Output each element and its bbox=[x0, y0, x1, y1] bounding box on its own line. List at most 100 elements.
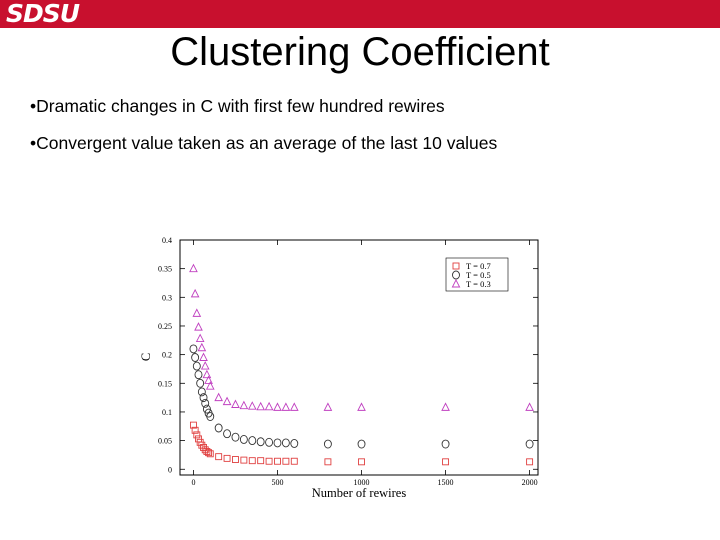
legend-marker-square bbox=[452, 262, 460, 270]
data-point-circle bbox=[201, 398, 210, 408]
data-point-triangle bbox=[199, 352, 208, 361]
data-point-circle bbox=[214, 423, 223, 433]
y-tick-label: 0.3 bbox=[162, 293, 172, 302]
x-tick-label: 500 bbox=[271, 478, 283, 487]
sdsu-logo: SDSU bbox=[6, 0, 80, 28]
y-tick-label: 0 bbox=[168, 465, 172, 474]
data-point-circle bbox=[196, 378, 205, 388]
data-point-circle bbox=[256, 437, 265, 447]
data-point-triangle bbox=[194, 322, 203, 331]
y-tick-label: 0.05 bbox=[158, 437, 172, 446]
data-point-triangle bbox=[204, 375, 213, 384]
data-point-circle bbox=[191, 353, 200, 362]
x-tick-label: 0 bbox=[191, 478, 195, 487]
data-point-triangle bbox=[195, 333, 205, 343]
data-point-square bbox=[290, 457, 298, 465]
x-tick-label: 2000 bbox=[522, 478, 538, 487]
legend-label: T = 0.3 bbox=[466, 279, 491, 289]
bullet-item: •Convergent value taken as an average of… bbox=[30, 133, 497, 154]
data-point-triangle bbox=[202, 369, 212, 379]
data-point-circle bbox=[323, 439, 332, 449]
legend-marker-circle bbox=[452, 270, 460, 280]
data-point-circle bbox=[357, 439, 366, 449]
data-point-square bbox=[215, 453, 223, 461]
data-point-circle bbox=[248, 436, 257, 446]
slide-title: Clustering Coefficient bbox=[170, 30, 550, 74]
data-point-square bbox=[240, 456, 248, 464]
plot-frame bbox=[179, 239, 539, 476]
y-tick-label: 0.25 bbox=[158, 322, 172, 331]
bullet-marker: • bbox=[30, 96, 37, 116]
y-tick-label: 0.1 bbox=[162, 408, 172, 417]
bullet-text: Convergent value taken as an average of … bbox=[36, 133, 498, 153]
data-point-triangle bbox=[357, 402, 366, 411]
data-point-square bbox=[206, 450, 214, 458]
data-point-triangle bbox=[273, 402, 282, 411]
data-marks bbox=[189, 263, 534, 466]
y-tick-label: 0.15 bbox=[158, 379, 172, 388]
data-point-circle bbox=[273, 438, 282, 448]
data-point-square bbox=[193, 431, 201, 439]
data-point-triangle bbox=[525, 402, 534, 411]
legend-label: T = 0.5 bbox=[466, 270, 491, 280]
bullet-marker: • bbox=[30, 133, 37, 153]
data-point-triangle bbox=[256, 401, 266, 411]
data-point-square bbox=[265, 457, 273, 465]
data-point-square bbox=[442, 458, 450, 466]
data-point-circle bbox=[441, 439, 450, 449]
y-tick-label: 0.2 bbox=[162, 351, 172, 360]
data-point-triangle bbox=[289, 402, 299, 411]
legend-frame bbox=[445, 257, 509, 292]
data-point-circle bbox=[265, 437, 274, 447]
bullet-text: Dramatic changes in C with first few hun… bbox=[36, 96, 445, 116]
data-point-triangle bbox=[231, 399, 240, 408]
data-point-triangle bbox=[190, 288, 200, 298]
data-point-square bbox=[189, 421, 197, 429]
x-tick-label: 1500 bbox=[438, 478, 454, 487]
header-banner: SDSU bbox=[0, 0, 720, 28]
data-point-triangle bbox=[281, 402, 291, 411]
data-point-square bbox=[526, 458, 534, 466]
x-axis-title: Number of rewires bbox=[312, 486, 407, 500]
data-point-square bbox=[223, 454, 231, 462]
x-tick-label: 1000 bbox=[354, 478, 370, 487]
legend-marker-triangle bbox=[451, 279, 461, 288]
data-point-circle bbox=[206, 412, 215, 421]
data-point-circle bbox=[525, 439, 534, 449]
data-point-square bbox=[191, 426, 199, 434]
data-point-circle bbox=[189, 344, 198, 354]
data-point-circle bbox=[239, 435, 248, 444]
data-point-triangle bbox=[200, 361, 210, 370]
data-point-triangle bbox=[323, 402, 333, 411]
data-point-triangle bbox=[222, 396, 232, 406]
legend-label: T = 0.7 bbox=[466, 261, 491, 271]
data-point-circle bbox=[192, 361, 201, 371]
data-point-square bbox=[232, 456, 239, 463]
data-point-triangle bbox=[214, 392, 223, 402]
data-point-triangle bbox=[197, 342, 207, 352]
data-point-triangle bbox=[441, 402, 450, 411]
chart-legend: T = 0.7T = 0.5T = 0.3 bbox=[445, 257, 509, 292]
data-point-circle bbox=[199, 393, 208, 403]
data-point-circle bbox=[290, 439, 299, 448]
data-point-circle bbox=[197, 387, 206, 397]
data-point-square bbox=[274, 457, 281, 465]
data-point-circle bbox=[194, 370, 203, 380]
data-point-square bbox=[248, 457, 256, 465]
data-point-triangle bbox=[205, 381, 215, 390]
data-point-triangle bbox=[192, 308, 202, 317]
data-point-square bbox=[358, 458, 365, 466]
bullet-item: •Dramatic changes in C with first few hu… bbox=[30, 96, 445, 117]
data-point-circle bbox=[202, 404, 211, 414]
data-point-square bbox=[282, 457, 290, 465]
data-point-triangle bbox=[239, 400, 249, 410]
data-point-square bbox=[257, 457, 265, 465]
data-point-triangle bbox=[189, 263, 198, 273]
data-point-square bbox=[324, 458, 332, 466]
y-axis-title: C bbox=[139, 353, 153, 361]
data-point-circle bbox=[281, 438, 290, 448]
data-point-circle bbox=[223, 429, 232, 439]
y-tick-label: 0.4 bbox=[162, 236, 172, 245]
y-tick-label: 0.35 bbox=[158, 265, 172, 274]
